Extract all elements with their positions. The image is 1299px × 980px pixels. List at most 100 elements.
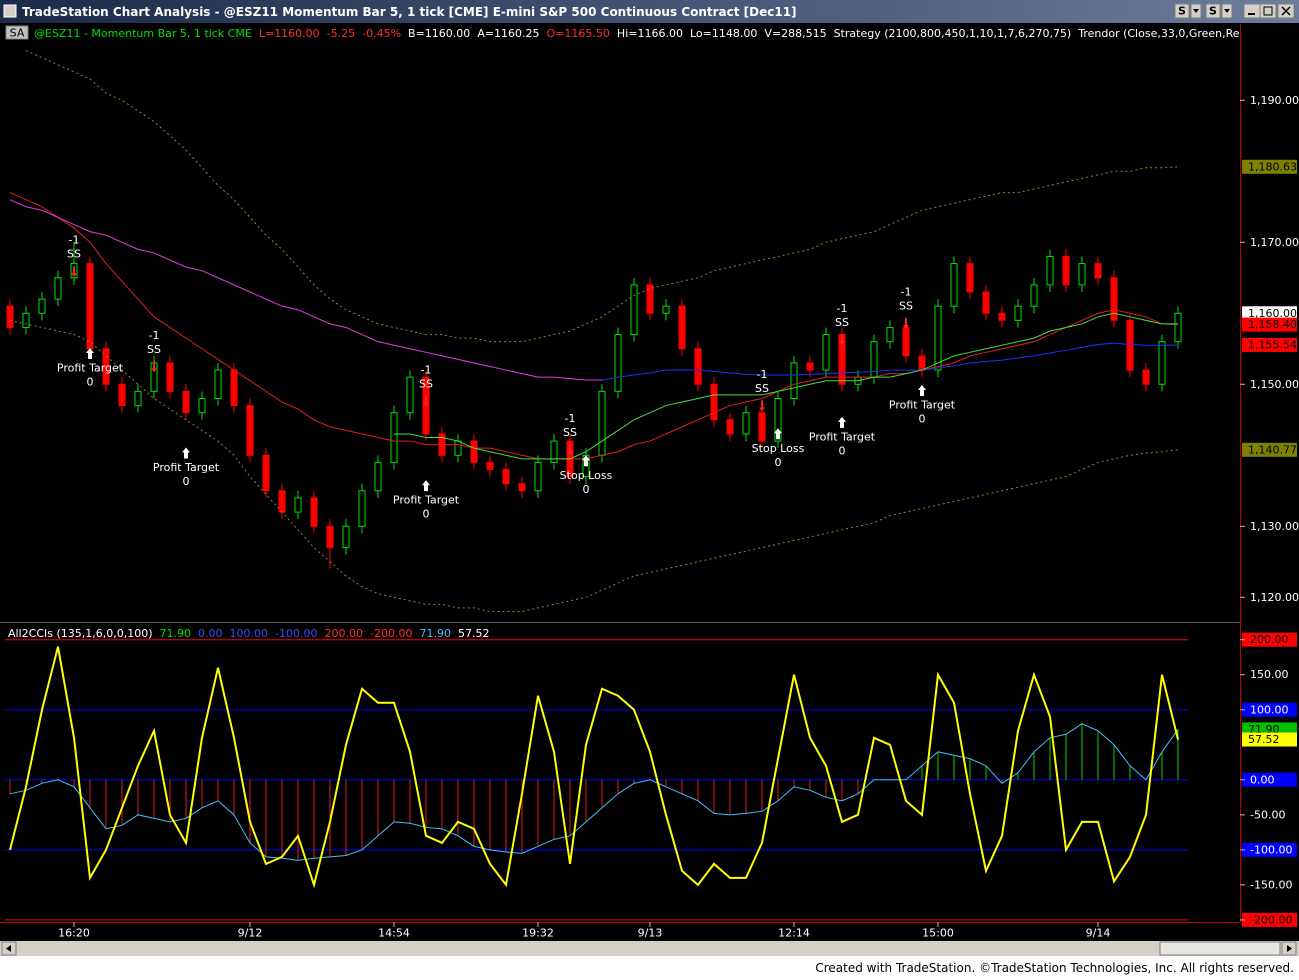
maximize-button[interactable]	[1259, 3, 1277, 19]
candle-body	[774, 397, 782, 442]
value-marker	[1242, 317, 1297, 332]
dropdown-arrow	[1224, 9, 1230, 13]
trade-label: -1	[757, 368, 768, 381]
status-item: 71.90	[160, 627, 192, 640]
candle-body	[1078, 263, 1086, 286]
trade-label: 0	[183, 475, 190, 488]
trade-label: SS	[419, 378, 433, 391]
level-box	[1242, 632, 1297, 647]
candle-body	[166, 362, 174, 392]
candle-body	[22, 312, 30, 328]
candle-body	[678, 305, 686, 350]
toolbar-buttons: S S	[1174, 3, 1295, 19]
chart-background	[0, 23, 1299, 941]
level-box	[1242, 912, 1297, 927]
y-tick-label: 1,130.00	[1250, 520, 1299, 533]
candle-body	[1046, 255, 1054, 286]
candle-body	[470, 440, 478, 463]
status-item: A=1160.25	[477, 27, 539, 40]
candle-body	[262, 454, 270, 492]
app-icon	[3, 4, 17, 18]
trade-label: 0	[423, 508, 430, 521]
trade-label: -1	[149, 329, 160, 342]
y-tick-label: 1,190.00	[1250, 94, 1299, 107]
candle-body	[342, 525, 350, 549]
candle-body	[518, 483, 526, 492]
trade-label: Profit Target	[393, 494, 460, 507]
status-item: Trendor (Close,33,0,Green,Red)	[1077, 27, 1251, 40]
trade-label: Profit Target	[889, 398, 956, 411]
y-tick-label: 150.00	[1250, 668, 1289, 681]
candle-body	[486, 461, 494, 470]
value-marker-label: 1,140.77	[1248, 443, 1297, 456]
minimize-button[interactable]	[1243, 3, 1261, 19]
symbol-box-label: SA	[10, 27, 25, 40]
trade-label: SS	[899, 299, 913, 312]
exit-arrow	[582, 455, 590, 467]
entry-arrow	[759, 400, 765, 412]
candle-body	[950, 263, 958, 307]
candle-body	[934, 305, 942, 371]
candle-body	[998, 312, 1006, 321]
status-item: B=1160.00	[408, 27, 470, 40]
candle-body	[326, 525, 334, 549]
level-box	[1242, 702, 1297, 717]
trade-label: SS	[67, 248, 81, 261]
button[interactable]	[1205, 3, 1221, 19]
candle-body	[598, 390, 606, 456]
footer: Created with TradeStation. ©TradeStation…	[815, 961, 1294, 975]
maximize-icon	[1263, 6, 1273, 16]
trade-label: Profit Target	[57, 362, 124, 375]
button-label: S	[1209, 5, 1217, 18]
candle-body	[822, 334, 830, 371]
symbol-box[interactable]	[5, 25, 29, 40]
trade-label: SS	[835, 316, 849, 329]
panel: @ESZ11 - Momentum Bar 5, 1 tick CME L=116…	[6, 27, 1299, 940]
status-line: All2CCIs (135,1,6,0,0,100) 71.90 0.00 100.0…	[8, 627, 489, 640]
candle-body	[790, 362, 798, 399]
candle-body	[1062, 255, 1070, 286]
status-item: 71.90	[419, 627, 451, 640]
candle-body	[374, 461, 382, 492]
status-item: Hi=1166.00	[617, 27, 683, 40]
candle-body	[1158, 341, 1166, 385]
status-item: L=1160.00	[259, 27, 320, 40]
candle-body	[118, 383, 126, 407]
y-tick-label: -50.00	[1250, 808, 1285, 821]
button[interactable]	[1174, 3, 1190, 19]
x-tick-label: 9/14	[1086, 927, 1111, 940]
value-marker	[1242, 337, 1297, 352]
trade-label: -1	[837, 302, 848, 315]
trade-label: -1	[565, 412, 576, 425]
exit-arrow	[774, 428, 782, 440]
candle-body	[406, 376, 414, 414]
candle-body	[646, 284, 654, 314]
value-marker-label: 1,158.40	[1248, 318, 1297, 331]
candle-body	[310, 497, 318, 527]
entry-arrow	[839, 334, 845, 346]
x-tick-label: 19:32	[522, 927, 554, 940]
candle-body	[694, 348, 702, 385]
x-tick-label: 14:54	[378, 927, 410, 940]
y-tick-label: -100.00	[1250, 843, 1292, 856]
trade-label: -1	[69, 234, 80, 247]
scrollbar[interactable]	[0, 941, 1299, 956]
candle-body	[1142, 369, 1150, 385]
candle-body	[662, 305, 670, 314]
status-item: -100.00	[275, 627, 317, 640]
trade-label: Profit Target	[153, 461, 220, 474]
candle-body	[1126, 319, 1134, 371]
candle-body	[550, 440, 558, 463]
candle-body	[198, 397, 206, 414]
candle-body	[1110, 277, 1118, 321]
scroll-thumb[interactable]	[1159, 941, 1281, 956]
status-item: 57.52	[458, 627, 490, 640]
level-box	[1242, 842, 1297, 857]
value-marker-label: 1,155.54	[1248, 338, 1297, 351]
series-line	[9, 199, 602, 381]
trade-label: 0	[919, 412, 926, 425]
trade-label: Stop Loss	[560, 469, 613, 482]
scroll-right-arrow	[1287, 945, 1292, 952]
status-item: 100.00	[230, 627, 269, 640]
window-title: TradeStation Chart Analysis - @ESZ11 Mom…	[22, 5, 797, 19]
